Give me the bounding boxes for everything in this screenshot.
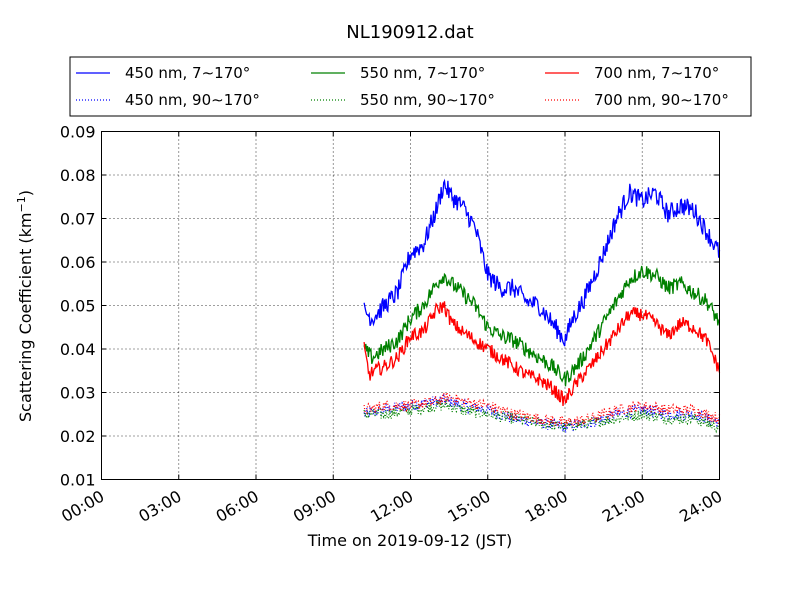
series-line — [363, 390, 721, 428]
legend-label: 450 nm, 90∼170° — [125, 91, 260, 109]
y-tick-label: 0.03 — [60, 384, 96, 403]
series-line — [363, 265, 721, 387]
legend-label: 450 nm, 7∼170° — [125, 64, 250, 82]
y-tick-label: 0.08 — [60, 166, 96, 185]
x-axis-label: Time on 2019-09-12 (JST) — [307, 531, 512, 550]
legend-label: 550 nm, 7∼170° — [360, 64, 485, 82]
y-tick-label: 0.04 — [60, 340, 96, 359]
series-line — [363, 301, 721, 407]
legend-label: 700 nm, 90∼170° — [594, 91, 729, 109]
legend-label: 550 nm, 90∼170° — [360, 91, 495, 109]
y-axis-label: Scattering Coefficient (km−1) — [15, 190, 36, 422]
y-tick-label: 0.01 — [60, 471, 96, 490]
y-tick-label: 0.09 — [60, 123, 96, 142]
y-tick-label: 0.02 — [60, 427, 96, 446]
y-axis-label-close: ) — [16, 190, 35, 196]
series-line — [363, 178, 721, 347]
legend: 450 nm, 7∼170° 550 nm, 7∼170° 700 nm, 7∼17… — [69, 56, 752, 117]
chart-title: NL190912.dat — [346, 22, 473, 43]
y-tick-label: 0.05 — [60, 297, 96, 316]
series-line — [363, 399, 721, 434]
y-tick-label: 0.07 — [60, 210, 96, 229]
y-axis-label-main: Scattering Coefficient (km — [16, 212, 35, 422]
y-tick-label: 0.06 — [60, 253, 96, 272]
legend-frame — [69, 56, 752, 117]
grid-lines — [101, 131, 720, 480]
y-axis-label-superscript: −1 — [15, 196, 28, 212]
legend-label: 700 nm, 7∼170° — [594, 64, 719, 82]
series-group — [363, 178, 721, 434]
